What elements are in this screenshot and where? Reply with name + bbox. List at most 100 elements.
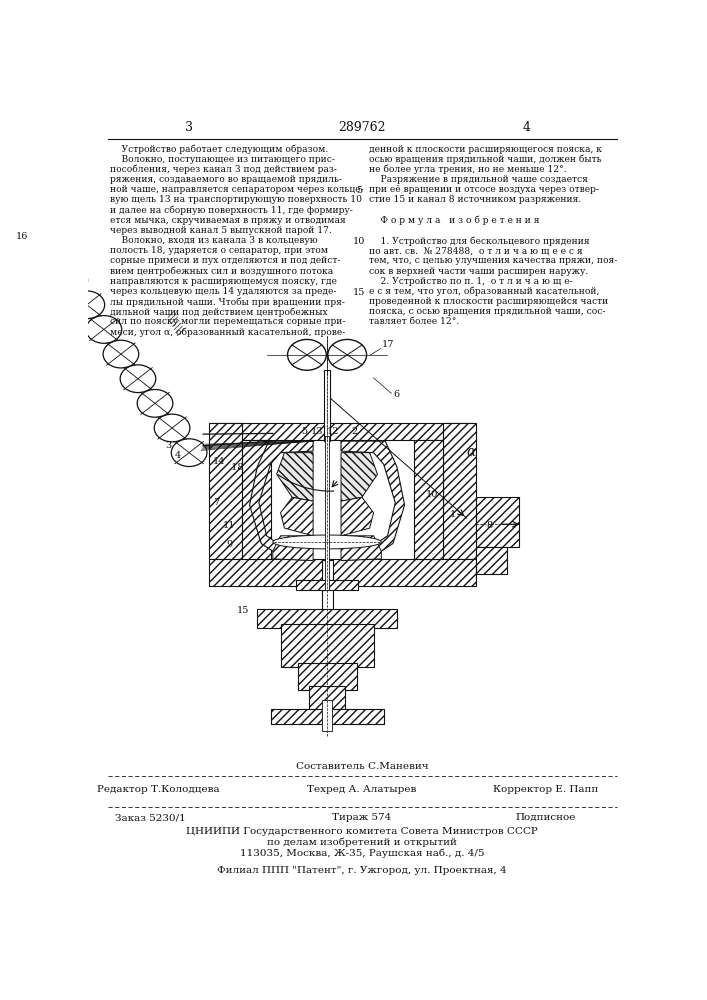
Text: 9: 9	[226, 540, 233, 549]
Text: тавляет более 12°.: тавляет более 12°.	[369, 317, 459, 326]
Text: сорные примеси и пух отделяются и под дейст-: сорные примеси и пух отделяются и под де…	[110, 256, 341, 265]
Text: 289762: 289762	[338, 121, 386, 134]
Text: не более угла трения, но не меньше 12°.: не более угла трения, но не меньше 12°.	[369, 165, 566, 174]
Bar	[257, 609, 397, 628]
Text: по авт. св.  № 278488,  о т л и ч а ю щ е е с я: по авт. св. № 278488, о т л и ч а ю щ е …	[369, 246, 583, 255]
Bar	[242, 440, 271, 559]
Ellipse shape	[288, 339, 327, 370]
Text: через кольцевую щель 14 удаляются за преде-: через кольцевую щель 14 удаляются за пре…	[110, 287, 337, 296]
Text: Волокно, входя из канала 3 в кольцевую: Волокно, входя из канала 3 в кольцевую	[110, 236, 317, 245]
Text: α: α	[467, 445, 476, 459]
Text: 16: 16	[16, 232, 28, 241]
Text: 17: 17	[382, 340, 395, 349]
Text: пояска, с осью вращения прядильной чаши, сос-: пояска, с осью вращения прядильной чаши,…	[369, 307, 605, 316]
Bar	[325, 436, 329, 590]
Text: стие 15 и канал 8 источником разряжения.: стие 15 и канал 8 источником разряжения.	[369, 195, 581, 204]
Text: .18: .18	[228, 463, 243, 472]
Text: денной к плоскости расширяющегося пояска, к: денной к плоскости расширяющегося пояска…	[369, 145, 602, 154]
Text: Составитель С.Маневич: Составитель С.Маневич	[296, 762, 428, 771]
Text: 13: 13	[311, 427, 323, 436]
Text: Заказ 5230/1: Заказ 5230/1	[115, 813, 186, 822]
Text: ряжения, создаваемого во вращаемой прядиль-: ряжения, создаваемого во вращаемой пряди…	[110, 175, 342, 184]
Polygon shape	[250, 441, 313, 560]
Text: полость 18, ударяется о сепаратор, при этом: полость 18, ударяется о сепаратор, при э…	[110, 246, 328, 255]
Text: Тираж 574: Тираж 574	[332, 813, 392, 822]
Text: 2. Устройство по п. 1,  о т л и ч а ю щ е-: 2. Устройство по п. 1, о т л и ч а ю щ е…	[369, 277, 573, 286]
Text: 15: 15	[353, 288, 365, 297]
Text: и далее на сборную поверхность 11, где формиру-: и далее на сборную поверхность 11, где ф…	[110, 206, 353, 215]
Text: 15: 15	[237, 606, 250, 615]
Ellipse shape	[103, 340, 139, 368]
Bar	[476, 547, 507, 574]
Text: сок в верхней части чаши расширен наружу.: сок в верхней части чаши расширен наружу…	[369, 267, 588, 276]
Text: 113035, Москва, Ж-35, Раушская наб., д. 4/5: 113035, Москва, Ж-35, Раушская наб., д. …	[240, 848, 484, 858]
Text: Ф о р м у л а   и з о б р е т е н и я: Ф о р м у л а и з о б р е т е н и я	[369, 216, 539, 225]
Text: 11: 11	[223, 521, 235, 530]
Text: 7: 7	[213, 498, 219, 507]
Text: направляются к расширяющемуся пояску, где: направляются к расширяющемуся пояску, гд…	[110, 277, 337, 286]
Text: сил по пояску могли перемещаться сорные при-: сил по пояску могли перемещаться сорные …	[110, 317, 346, 326]
Polygon shape	[276, 453, 313, 501]
Text: Техред А. Алатырев: Техред А. Алатырев	[308, 785, 416, 794]
Text: е с я тем, что угол, образованный касательной,: е с я тем, что угол, образованный касате…	[369, 287, 600, 296]
Text: 14: 14	[212, 457, 225, 466]
Text: пособления, через канал 3 под действием раз-: пособления, через канал 3 под действием …	[110, 165, 337, 174]
Ellipse shape	[171, 439, 207, 466]
Polygon shape	[341, 441, 404, 560]
Ellipse shape	[137, 389, 173, 417]
Text: через выводной канал 5 выпускной парой 17.: через выводной канал 5 выпускной парой 1…	[110, 226, 332, 235]
Bar	[298, 663, 356, 690]
Bar	[212, 423, 474, 440]
Bar	[324, 370, 330, 441]
Text: при её вращении и отсосе воздуха через отвер-: при её вращении и отсосе воздуха через о…	[369, 185, 599, 194]
Ellipse shape	[69, 291, 105, 319]
Polygon shape	[281, 497, 313, 536]
Text: дильной чаши под действием центробежных: дильной чаши под действием центробежных	[110, 307, 328, 317]
Bar	[209, 423, 242, 559]
Text: проведенной к плоскости расширяющейся части: проведенной к плоскости расширяющейся ча…	[369, 297, 608, 306]
Ellipse shape	[120, 365, 156, 393]
Text: осью вращения прядильной чаши, должен быть: осью вращения прядильной чаши, должен бы…	[369, 155, 602, 164]
Text: по делам изобретений и открытий: по делам изобретений и открытий	[267, 838, 457, 847]
Text: 12: 12	[327, 427, 339, 436]
Text: 3: 3	[185, 121, 193, 134]
Text: меси, угол α, образованный касательной, прове-: меси, угол α, образованный касательной, …	[110, 328, 346, 337]
Ellipse shape	[328, 339, 367, 370]
Bar	[209, 559, 476, 586]
Bar	[476, 497, 518, 547]
Polygon shape	[341, 453, 378, 501]
Polygon shape	[341, 497, 373, 536]
Bar	[309, 686, 345, 713]
Text: лы прядильной чаши. Чтобы при вращении пря-: лы прядильной чаши. Чтобы при вращении п…	[110, 297, 345, 307]
Text: 3: 3	[165, 441, 171, 450]
Text: 5: 5	[300, 427, 307, 436]
Text: Устройство работает следующим образом.: Устройство работает следующим образом.	[110, 145, 328, 154]
Bar	[296, 580, 358, 590]
Bar	[414, 440, 443, 559]
Text: Подписное: Подписное	[515, 813, 575, 822]
Text: 8: 8	[486, 521, 493, 530]
Text: 6: 6	[393, 390, 399, 399]
Text: 1: 1	[450, 510, 456, 519]
Text: ЦНИИПИ Государственного комитета Совета Министров СССР: ЦНИИПИ Государственного комитета Совета …	[186, 827, 538, 836]
Text: тем, что, с целью улучшения качества пряжи, поя-: тем, что, с целью улучшения качества пря…	[369, 256, 617, 265]
Text: 10: 10	[426, 490, 438, 499]
Text: 4: 4	[522, 121, 530, 134]
Text: Филиал ППП "Патент", г. Ужгород, ул. Проектная, 4: Филиал ППП "Патент", г. Ужгород, ул. Про…	[217, 866, 507, 875]
Bar	[281, 624, 373, 667]
Text: Волокно, поступающее из питающего прис-: Волокно, поступающее из питающего прис-	[110, 155, 335, 164]
Text: ной чаше, направляется сепаратором через кольце-: ной чаше, направляется сепаратором через…	[110, 185, 363, 194]
Ellipse shape	[154, 414, 190, 442]
Ellipse shape	[86, 316, 122, 343]
Bar	[322, 560, 332, 721]
Text: 1. Устройство для бескольцевого прядения: 1. Устройство для бескольцевого прядения	[369, 236, 590, 246]
Text: вую щель 13 на транспортирующую поверхность 10: вую щель 13 на транспортирующую поверхно…	[110, 195, 362, 204]
Text: 2: 2	[351, 427, 357, 436]
Text: Разряжение в прядильной чаше создается: Разряжение в прядильной чаше создается	[369, 175, 588, 184]
Text: вием центробежных сил и воздушного потока: вием центробежных сил и воздушного поток…	[110, 267, 333, 276]
Ellipse shape	[273, 535, 381, 549]
Bar	[271, 709, 384, 724]
Text: 10: 10	[353, 237, 365, 246]
Bar	[443, 423, 476, 559]
Text: Корректор Е. Папп: Корректор Е. Папп	[493, 785, 598, 794]
